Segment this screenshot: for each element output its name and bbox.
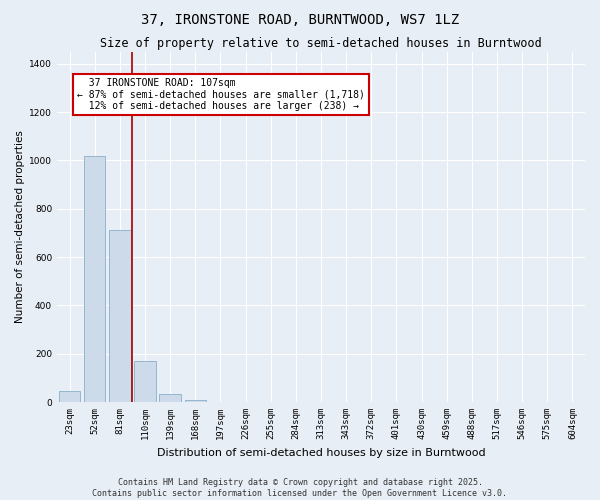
Bar	[185, 400, 206, 402]
Text: Contains HM Land Registry data © Crown copyright and database right 2025.
Contai: Contains HM Land Registry data © Crown c…	[92, 478, 508, 498]
Title: Size of property relative to semi-detached houses in Burntwood: Size of property relative to semi-detach…	[100, 38, 542, 51]
Y-axis label: Number of semi-detached properties: Number of semi-detached properties	[15, 130, 25, 324]
Bar	[59, 391, 80, 402]
Text: 37, IRONSTONE ROAD, BURNTWOOD, WS7 1LZ: 37, IRONSTONE ROAD, BURNTWOOD, WS7 1LZ	[141, 12, 459, 26]
Bar	[84, 156, 106, 402]
Bar	[160, 394, 181, 402]
Text: 37 IRONSTONE ROAD: 107sqm  
← 87% of semi-detached houses are smaller (1,718)
  : 37 IRONSTONE ROAD: 107sqm ← 87% of semi-…	[77, 78, 365, 112]
Bar	[109, 230, 131, 402]
Bar	[134, 361, 156, 402]
X-axis label: Distribution of semi-detached houses by size in Burntwood: Distribution of semi-detached houses by …	[157, 448, 485, 458]
